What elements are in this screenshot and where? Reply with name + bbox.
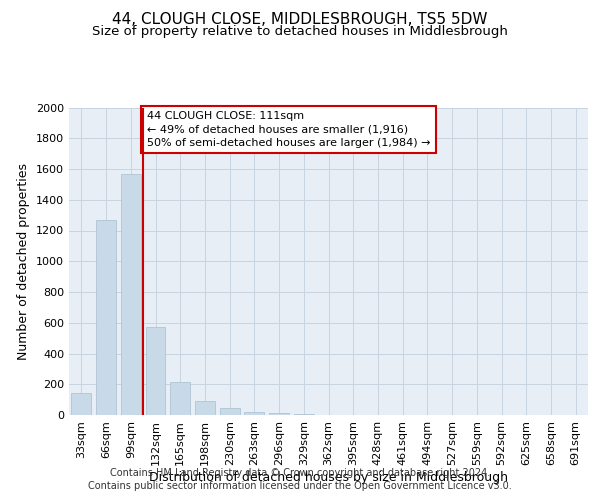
X-axis label: Distribution of detached houses by size in Middlesbrough: Distribution of detached houses by size … [149, 470, 508, 484]
Bar [121, 174, 140, 415]
Bar [244, 412, 264, 415]
Text: Contains HM Land Registry data © Crown copyright and database right 2024.: Contains HM Land Registry data © Crown c… [110, 468, 490, 477]
Bar [220, 408, 239, 415]
Text: 44, CLOUGH CLOSE, MIDDLESBROUGH, TS5 5DW: 44, CLOUGH CLOSE, MIDDLESBROUGH, TS5 5DW [112, 12, 488, 28]
Bar [294, 414, 314, 415]
Y-axis label: Number of detached properties: Number of detached properties [17, 163, 31, 360]
Text: Size of property relative to detached houses in Middlesbrough: Size of property relative to detached ho… [92, 25, 508, 38]
Text: Contains public sector information licensed under the Open Government Licence v3: Contains public sector information licen… [88, 481, 512, 491]
Bar [146, 328, 166, 415]
Bar [269, 414, 289, 415]
Text: 44 CLOUGH CLOSE: 111sqm
← 49% of detached houses are smaller (1,916)
50% of semi: 44 CLOUGH CLOSE: 111sqm ← 49% of detache… [147, 112, 430, 148]
Bar [195, 401, 215, 415]
Bar [96, 220, 116, 415]
Bar [170, 382, 190, 415]
Bar [71, 394, 91, 415]
